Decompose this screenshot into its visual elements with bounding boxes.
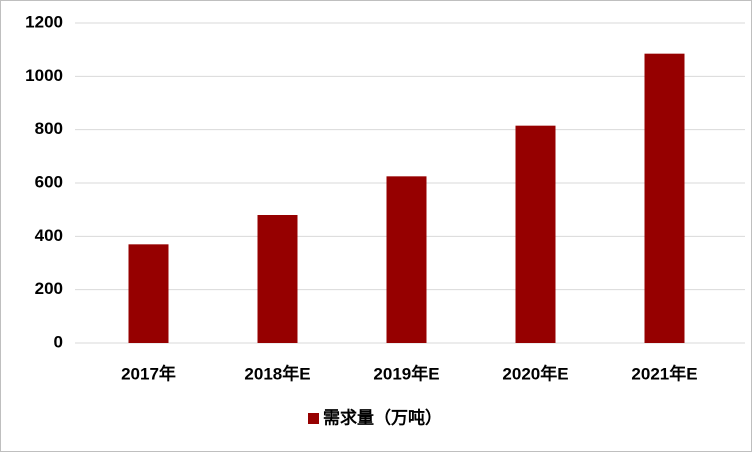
x-tick-label: 2019年E: [373, 363, 439, 383]
bar: [257, 215, 298, 343]
bar: [515, 125, 556, 344]
bar: [128, 244, 169, 343]
x-tick-label: 2017年: [121, 363, 176, 383]
x-tick-label: 2021年E: [631, 363, 697, 383]
x-tick-label: 2018年E: [244, 363, 310, 383]
y-tick-label: 1000: [25, 66, 63, 85]
y-tick-label: 200: [35, 279, 63, 298]
legend-label: 需求量（万吨）: [323, 407, 442, 427]
y-tick-label: 400: [35, 226, 63, 245]
y-tick-label: 800: [35, 119, 63, 138]
y-tick-label: 1200: [25, 12, 63, 31]
y-tick-label: 0: [54, 332, 63, 351]
bar: [386, 176, 427, 343]
legend-swatch: [308, 413, 319, 424]
x-tick-label: 2020年E: [502, 363, 568, 383]
y-tick-label: 600: [35, 172, 63, 191]
bar: [644, 53, 685, 344]
